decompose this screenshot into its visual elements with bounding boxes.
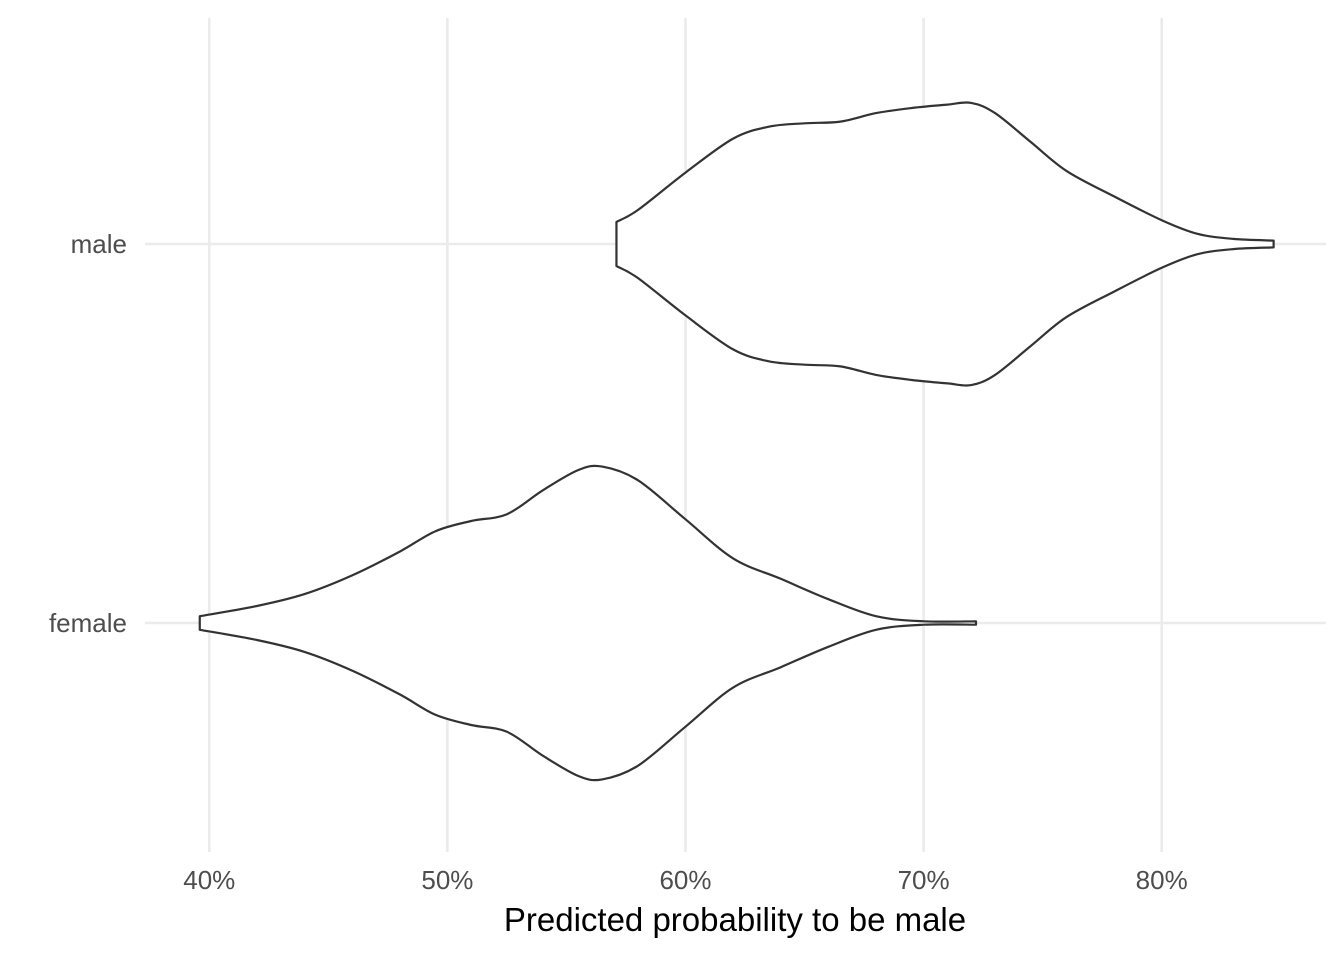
- y-axis-ticks: male female: [49, 229, 127, 638]
- x-tick-label: 70%: [898, 865, 950, 895]
- y-tick-label: female: [49, 608, 127, 638]
- x-tick-label: 40%: [183, 865, 235, 895]
- x-axis-ticks: 40% 50% 60% 70% 80%: [183, 865, 1187, 895]
- x-tick-label: 60%: [659, 865, 711, 895]
- violin-male: [615, 101, 1275, 387]
- violin-female: [198, 464, 978, 782]
- x-tick-label: 50%: [421, 865, 473, 895]
- x-axis-title: Predicted probability to be male: [504, 901, 966, 938]
- y-tick-label: male: [71, 229, 127, 259]
- x-tick-label: 80%: [1136, 865, 1188, 895]
- violins: [198, 101, 1275, 782]
